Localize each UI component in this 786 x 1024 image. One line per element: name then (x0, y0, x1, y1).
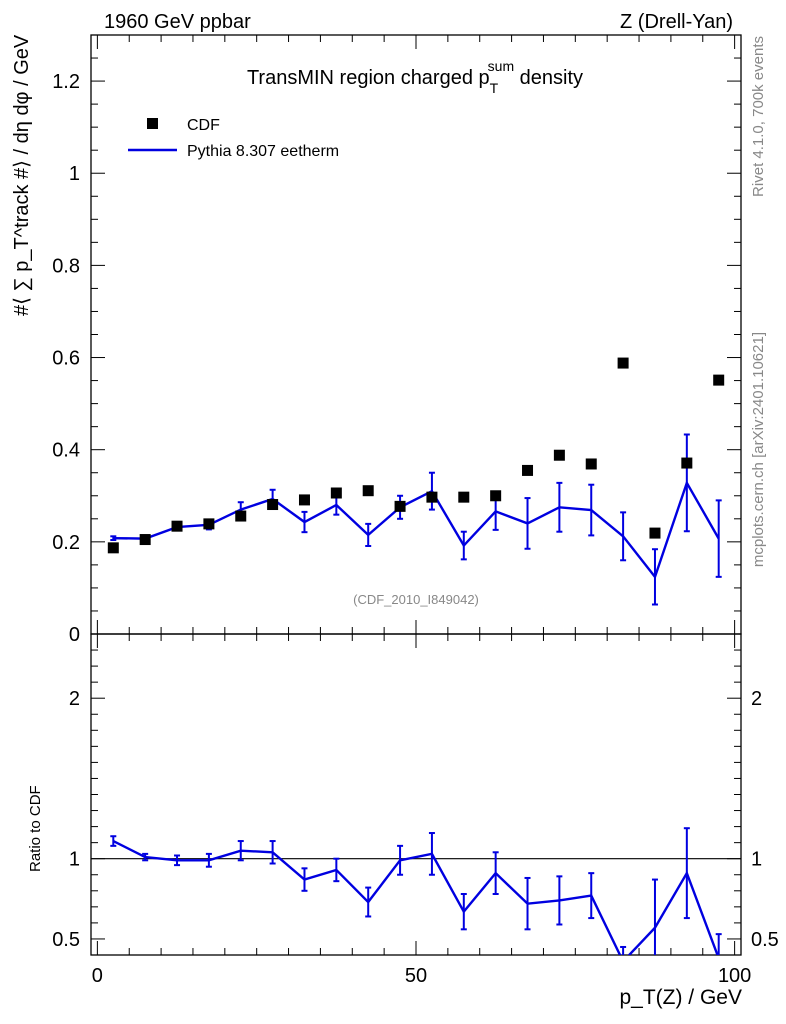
cdf-data-point (649, 527, 661, 539)
cdf-data-point (330, 487, 342, 499)
cdf-data-point (362, 485, 374, 497)
cdf-data-point (458, 491, 470, 503)
cdf-data-point (107, 542, 119, 554)
main-y-tick-label: 1.2 (52, 71, 80, 93)
x-tick-label: 100 (718, 965, 751, 987)
ratio-plot-frame (90, 633, 742, 956)
cdf-data-point (267, 499, 279, 511)
cdf-data-point (235, 510, 247, 522)
main-y-tick-label: 0.6 (52, 348, 80, 370)
rivet-label: Rivet 4.1.0, 700k events (750, 36, 767, 197)
cdf-data-point (139, 534, 151, 546)
legend-mc-label: Pythia 8.307 eetherm (187, 143, 339, 160)
cdf-data-point (585, 458, 597, 470)
main-y-tick-label: 0.4 (52, 440, 80, 462)
cdf-data-point (681, 457, 693, 469)
cdf-data-point (203, 518, 215, 530)
axis-ticks: 0 50 100 0 0.2 0.4 0.6 0.8 1 1.2 0.5 0.5 1 1 2 2 (52, 34, 779, 987)
x-tick-label: 50 (405, 965, 427, 987)
ratio-y-tick-label: 1 (69, 849, 80, 871)
ratio-y-tick-label-right: 1 (751, 849, 762, 871)
main-y-tick-label: 0 (69, 624, 80, 646)
cdf-data-point (394, 500, 406, 512)
cdf-data-point (522, 464, 534, 476)
cdf-data-point (553, 449, 565, 461)
legend-data-marker (147, 118, 158, 129)
mcplots-label: mcplots.cern.ch [arXiv:2401.10621] (750, 332, 767, 567)
header-left: 1960 GeV ppbar (104, 11, 251, 33)
ratio-plot-layer (91, 827, 741, 955)
ratio-y-tick-label-right: 2 (751, 688, 762, 710)
main-y-tick-label: 0.8 (52, 255, 80, 277)
pythia-series-line (113, 479, 720, 580)
cdf-data-point (713, 374, 725, 386)
x-axis-label: p_T(Z) / GeV (619, 986, 742, 1009)
ratio-y-tick-label-right: 0.5 (751, 929, 779, 951)
main-y-tick-label: 0.2 (52, 532, 80, 554)
main-plot-layer (107, 357, 725, 606)
main-y-tick-label: 1 (69, 163, 80, 185)
ratio-y-tick-label: 2 (69, 688, 80, 710)
cdf-data-point (171, 520, 183, 532)
header-right: Z (Drell-Yan) (620, 11, 733, 33)
main-y-axis-label: #⟨ ∑ p_T^track #⟩ / dη dφ / GeV (11, 34, 33, 316)
cdf-data-point (426, 491, 438, 503)
ratio-series-line (112, 839, 719, 955)
x-tick-label: 0 (92, 965, 103, 987)
ratio-y-axis-label: Ratio to CDF (27, 785, 44, 872)
cdf-data-point (617, 357, 629, 369)
cdf-data-point (490, 490, 502, 502)
ratio-y-tick-label: 0.5 (52, 929, 80, 951)
analysis-id: (CDF_2010_I849042) (353, 592, 479, 607)
cdf-data-point (298, 494, 310, 506)
plot-title: TransMIN region charged pTsum density (247, 58, 583, 96)
legend-data-label: CDF (187, 117, 220, 134)
